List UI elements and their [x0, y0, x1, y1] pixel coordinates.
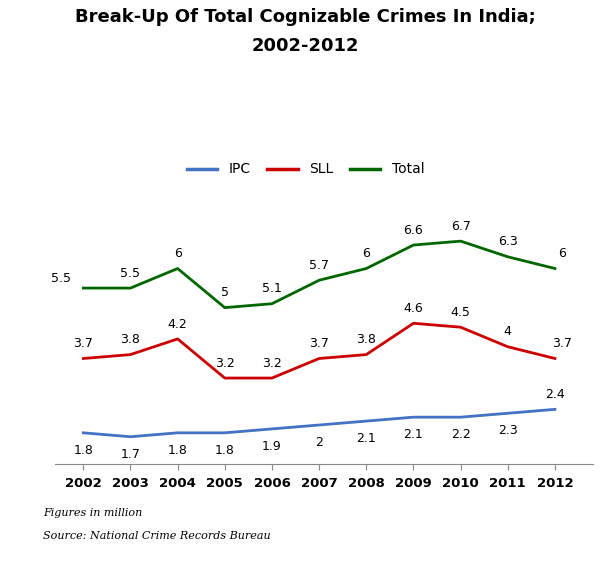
Text: 3.8: 3.8 — [356, 333, 376, 346]
Text: 2: 2 — [315, 436, 323, 449]
Text: 3.2: 3.2 — [215, 357, 235, 370]
Text: 1.7: 1.7 — [120, 448, 141, 461]
Text: 6.3: 6.3 — [498, 235, 518, 248]
Legend: IPC, SLL, Total: IPC, SLL, Total — [181, 157, 430, 182]
Text: 6: 6 — [558, 247, 566, 260]
Text: 3.8: 3.8 — [120, 333, 141, 346]
Text: 6.6: 6.6 — [404, 224, 423, 237]
Text: 4.6: 4.6 — [404, 302, 423, 315]
Text: 2002-2012: 2002-2012 — [252, 37, 359, 55]
Text: 4: 4 — [504, 325, 511, 338]
Text: 2.1: 2.1 — [404, 428, 423, 441]
Text: 6: 6 — [362, 247, 370, 260]
Text: 1.8: 1.8 — [167, 444, 188, 457]
Text: Break-Up Of Total Cognizable Crimes In India;: Break-Up Of Total Cognizable Crimes In I… — [75, 8, 536, 27]
Text: 2.4: 2.4 — [545, 388, 565, 401]
Text: Source: National Crime Records Bureau: Source: National Crime Records Bureau — [43, 530, 271, 541]
Text: 5.1: 5.1 — [262, 282, 282, 295]
Text: 3.7: 3.7 — [552, 337, 572, 350]
Text: 1.8: 1.8 — [215, 444, 235, 457]
Text: 6.7: 6.7 — [451, 220, 470, 233]
Text: 5: 5 — [221, 286, 229, 299]
Text: 1.8: 1.8 — [73, 444, 93, 457]
Text: 2.2: 2.2 — [451, 428, 470, 441]
Text: 5.7: 5.7 — [309, 259, 329, 272]
Text: 3.7: 3.7 — [73, 337, 93, 350]
Text: 2.1: 2.1 — [356, 432, 376, 445]
Text: 6: 6 — [174, 247, 181, 260]
Text: 2.3: 2.3 — [498, 424, 518, 438]
Text: 3.2: 3.2 — [262, 357, 282, 370]
Text: 5.5: 5.5 — [51, 272, 71, 285]
Text: 5.5: 5.5 — [120, 267, 141, 280]
Text: 3.7: 3.7 — [309, 337, 329, 350]
Text: 4.2: 4.2 — [168, 318, 188, 331]
Text: 4.5: 4.5 — [451, 306, 470, 319]
Text: 1.9: 1.9 — [262, 440, 282, 453]
Text: Figures in million: Figures in million — [43, 508, 142, 518]
